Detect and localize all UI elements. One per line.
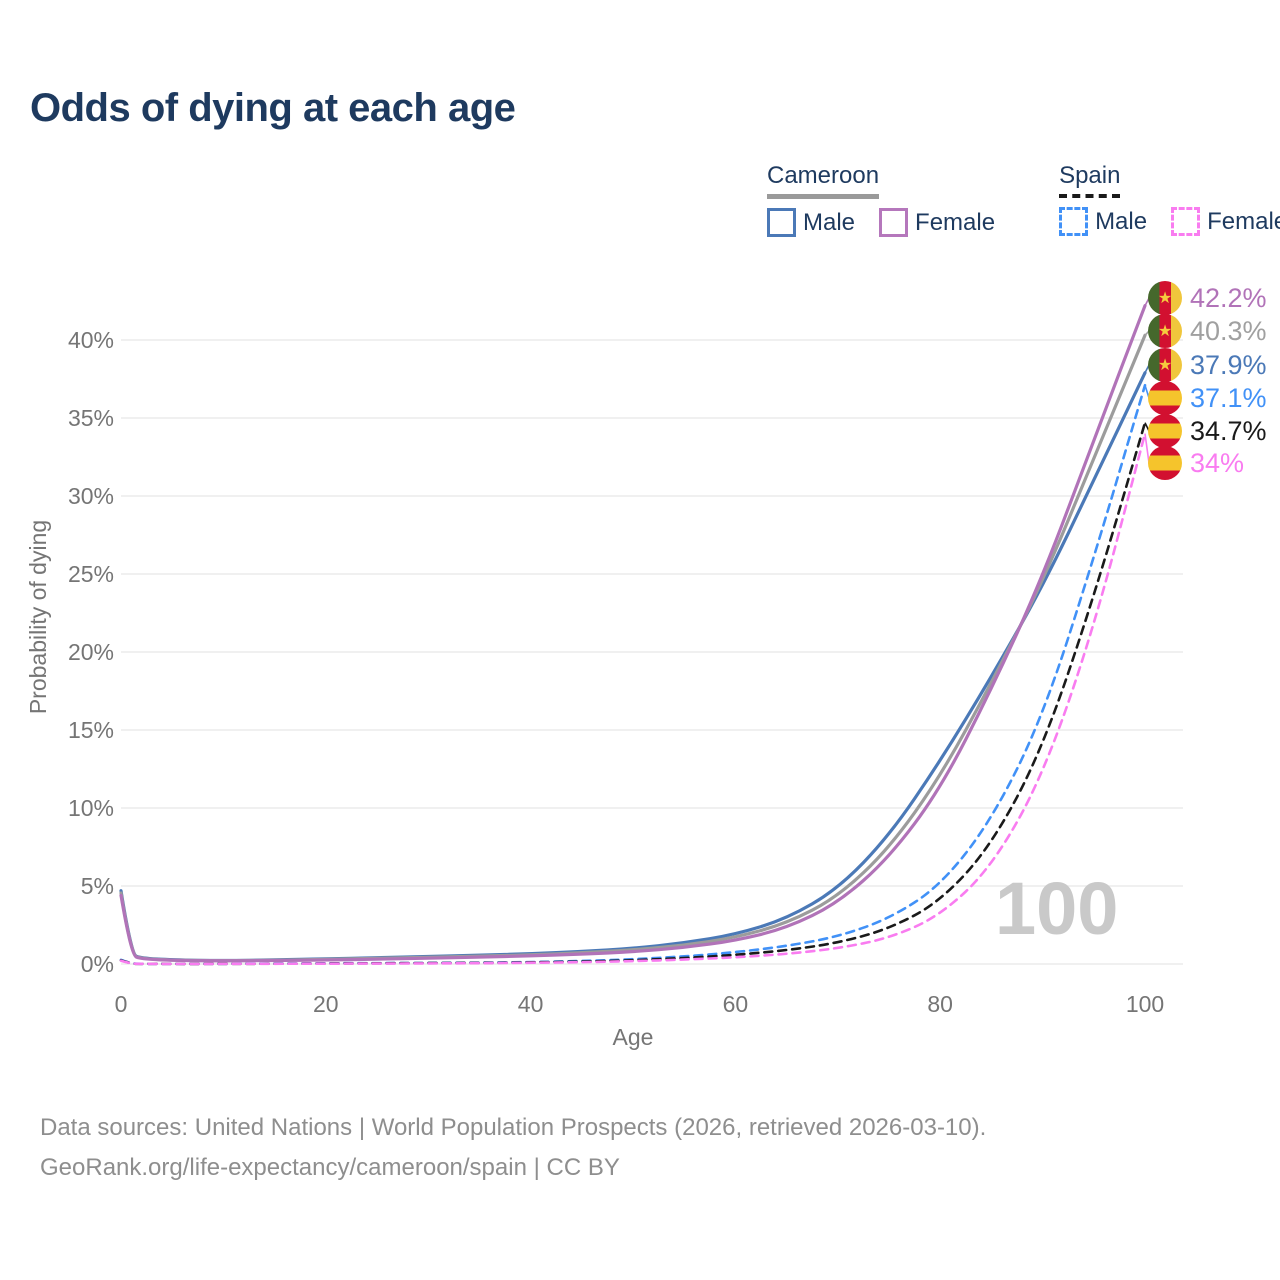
series-line-cameroon-female xyxy=(119,304,1147,963)
spain-male-swatch-icon[interactable] xyxy=(1059,207,1089,236)
legend-item-spain-male[interactable]: Male xyxy=(1059,207,1147,236)
series-line-cameroon-male xyxy=(119,371,1147,963)
end-label-value: 40.3% xyxy=(1190,316,1267,346)
x-axis-title: Age xyxy=(613,1024,654,1050)
y-tick-label: 5% xyxy=(81,873,114,899)
legend-header-spain: Spain xyxy=(1059,162,1121,198)
end-label-cameroon-female: 42.2% xyxy=(1148,281,1267,315)
footer: Data sources: United Nations | World Pop… xyxy=(40,1108,986,1188)
spain-flag-icon xyxy=(1148,446,1182,480)
legend-item-label: Female xyxy=(1207,207,1280,235)
legend-item-label: Male xyxy=(1095,207,1148,235)
spain-flag-icon xyxy=(1148,381,1182,415)
y-tick-label: 40% xyxy=(68,327,114,353)
y-tick-label: 15% xyxy=(68,717,114,743)
x-tick-label: 20 xyxy=(313,991,339,1017)
legend-item-cameroon-male[interactable]: Male xyxy=(767,208,855,237)
legend-item-label: Female xyxy=(915,208,996,236)
x-tick-label: 40 xyxy=(518,991,544,1017)
x-tick-label: 100 xyxy=(1126,991,1164,1017)
legend-item-label: Male xyxy=(803,208,856,236)
cameroon-male-swatch-icon[interactable] xyxy=(767,208,796,237)
y-tick-label: 35% xyxy=(68,405,114,431)
end-label-value: 34% xyxy=(1190,448,1245,478)
end-label-cameroon-male: 37.9% xyxy=(1148,348,1267,382)
x-tick-label: 80 xyxy=(927,991,953,1017)
end-label-spain-total: 34.7% xyxy=(1148,414,1267,448)
end-label-value: 37.9% xyxy=(1190,350,1267,380)
cameroon-flag-icon xyxy=(1148,348,1182,382)
legend-group-spain: Spain Male Female xyxy=(1059,162,1280,237)
series-line-cameroon-total xyxy=(119,333,1147,963)
cameroon-flag-icon xyxy=(1148,281,1182,315)
y-tick-label: 30% xyxy=(68,483,114,509)
y-tick-label: 10% xyxy=(68,795,114,821)
end-label-value: 34.7% xyxy=(1190,416,1267,446)
legend-item-cameroon-female[interactable]: Female xyxy=(879,208,995,237)
end-label-spain-female: 34% xyxy=(1148,446,1244,480)
series-line-spain-total xyxy=(119,421,1147,966)
footer-data-sources: Data sources: United Nations | World Pop… xyxy=(40,1114,987,1141)
y-tick-label: 0% xyxy=(81,951,114,977)
spain-female-swatch-icon[interactable] xyxy=(1171,207,1201,236)
series-line-spain-female xyxy=(119,432,1147,966)
spain-flag-icon xyxy=(1148,414,1182,448)
end-label-value: 37.1% xyxy=(1190,383,1267,413)
legend-group-cameroon: Cameroon Male Female xyxy=(767,162,995,237)
page-title: Odds of dying at each age xyxy=(30,86,516,130)
footer-attribution-link[interactable]: GeoRank.org/life-expectancy/cameroon/spa… xyxy=(40,1154,620,1181)
y-tick-label: 20% xyxy=(68,639,114,665)
end-label-cameroon-total: 40.3% xyxy=(1148,314,1267,348)
y-tick-label: 25% xyxy=(68,561,114,587)
x-tick-label: 0 xyxy=(115,991,128,1017)
legend-header-cameroon: Cameroon xyxy=(767,162,880,199)
hover-age-watermark: 100 xyxy=(995,867,1119,950)
end-label-value: 42.2% xyxy=(1190,283,1267,313)
legend-item-spain-female[interactable]: Female xyxy=(1171,207,1280,236)
cameroon-female-swatch-icon[interactable] xyxy=(879,208,909,237)
x-tick-label: 60 xyxy=(723,991,749,1017)
cameroon-flag-icon xyxy=(1148,314,1182,348)
y-axis-title: Probability of dying xyxy=(25,520,51,714)
end-label-spain-male: 37.1% xyxy=(1148,381,1267,415)
legend: Cameroon Male Female Spain Male xyxy=(767,162,1280,237)
